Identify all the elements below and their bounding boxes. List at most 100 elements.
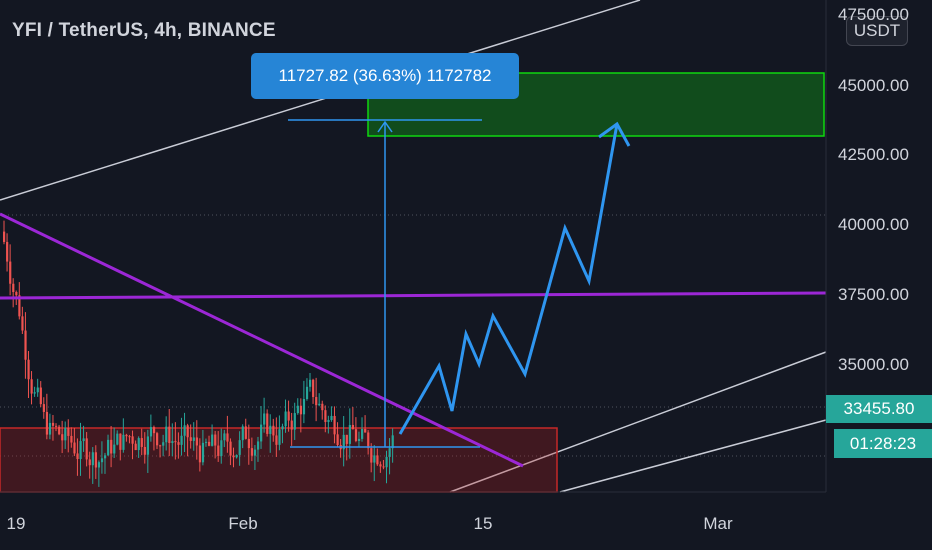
candle-bear [336,434,339,445]
candle-bear [177,442,180,445]
candle-bull [165,426,168,443]
candle-bull [97,462,101,468]
candle-bear [61,434,64,441]
candle-bull [238,440,241,455]
candle-bear [21,316,24,331]
time-label: 15 [473,514,493,533]
candle-bear [51,422,55,426]
candle-bull [91,452,94,466]
candle-bear [299,405,303,415]
candle-bear [244,426,247,439]
candle-bear [45,411,49,435]
candle-bull [100,458,104,463]
candle-bear [156,433,159,446]
upper-channel-line [0,0,641,201]
candle-bear [226,433,229,442]
candle-bull [263,413,266,425]
candle-bull [107,439,110,456]
bar-countdown-badge: 01:28:23 [834,429,932,458]
time-label: 19 [6,514,26,533]
candle-bear [351,424,355,430]
candle-bull [146,436,150,455]
measure-arrowhead [377,120,393,133]
candle-bull [342,434,345,450]
candle-bull [122,434,125,450]
candle-bear [324,410,327,423]
currency-button[interactable]: USDT [846,16,908,46]
candle-bear [119,433,122,450]
candle-bear [272,425,275,436]
candle-bull [116,433,119,445]
price-range-measure-label[interactable]: 11727.82 (36.63%) 1172782 [251,53,519,99]
dotted-grid-lines [0,214,826,457]
candle-bull [171,441,174,443]
candle-bear [131,436,134,444]
candle-bear [333,415,336,435]
candle-bull [183,425,186,436]
candle-bull [201,442,205,463]
candle-bear [3,231,6,242]
price-label: 47500.00 [838,5,909,24]
descending-trendline [0,212,524,468]
price-label: 40000.00 [838,215,909,234]
candle-bear [345,434,348,444]
candle-bull [149,427,153,437]
candle-bull [256,441,260,450]
candle-bear [42,404,45,412]
candle-bull [137,438,140,451]
candle-bear [39,387,42,405]
candle-bear [198,445,202,463]
candle-bear [232,455,235,458]
candle-bull [309,379,312,387]
candle-bear [58,426,61,435]
candle-bull [235,454,238,458]
candle-bull [373,455,376,463]
candle-bear [382,466,385,468]
candle-bull [388,448,391,457]
candle-bull [385,456,388,468]
candle-bull [278,429,281,445]
candle-bear [6,241,9,262]
candle-bear [152,427,156,434]
lower-channel-line-2 [559,419,827,493]
candle-bear [18,295,21,317]
candle-bear [174,441,177,443]
candle-bear [370,448,373,463]
candle-bull [281,426,284,430]
candle-bear [125,434,128,437]
price-label: 37500.00 [838,285,909,304]
candle-bear [9,261,12,284]
candle-bear [195,437,198,446]
price-label: 42500.00 [838,145,909,164]
candle-bear [315,397,318,406]
candle-bull [103,455,107,459]
price-label: 45000.00 [838,76,909,95]
candle-bear [367,432,370,449]
candle-bull [79,441,82,459]
candle-bear [24,330,27,360]
candle-bull [357,438,361,441]
candle-bull [269,425,272,434]
candle-bear [128,436,131,438]
symbol-title[interactable]: YFI / TetherUS, 4h, BINANCE [12,20,276,41]
candle-bull [391,435,394,449]
trend-channel-lines[interactable] [0,0,827,493]
candle-bear [247,438,250,449]
candle-bear [159,445,162,447]
candle-bear [73,442,76,454]
candle-bear [30,379,33,394]
drawing-overlays[interactable] [0,119,832,468]
candle-bear [189,437,192,441]
candle-bull [318,403,321,406]
candle-bull [82,438,85,442]
candle-bear [15,292,18,296]
candle-bull [330,415,333,421]
candlestick-series [3,220,394,487]
candle-bear [134,443,137,451]
candle-bear [229,441,232,456]
candle-bull [348,424,351,444]
candle-bear [364,428,367,433]
horizontal-resistance-line [0,291,827,300]
candle-bull [36,387,39,393]
